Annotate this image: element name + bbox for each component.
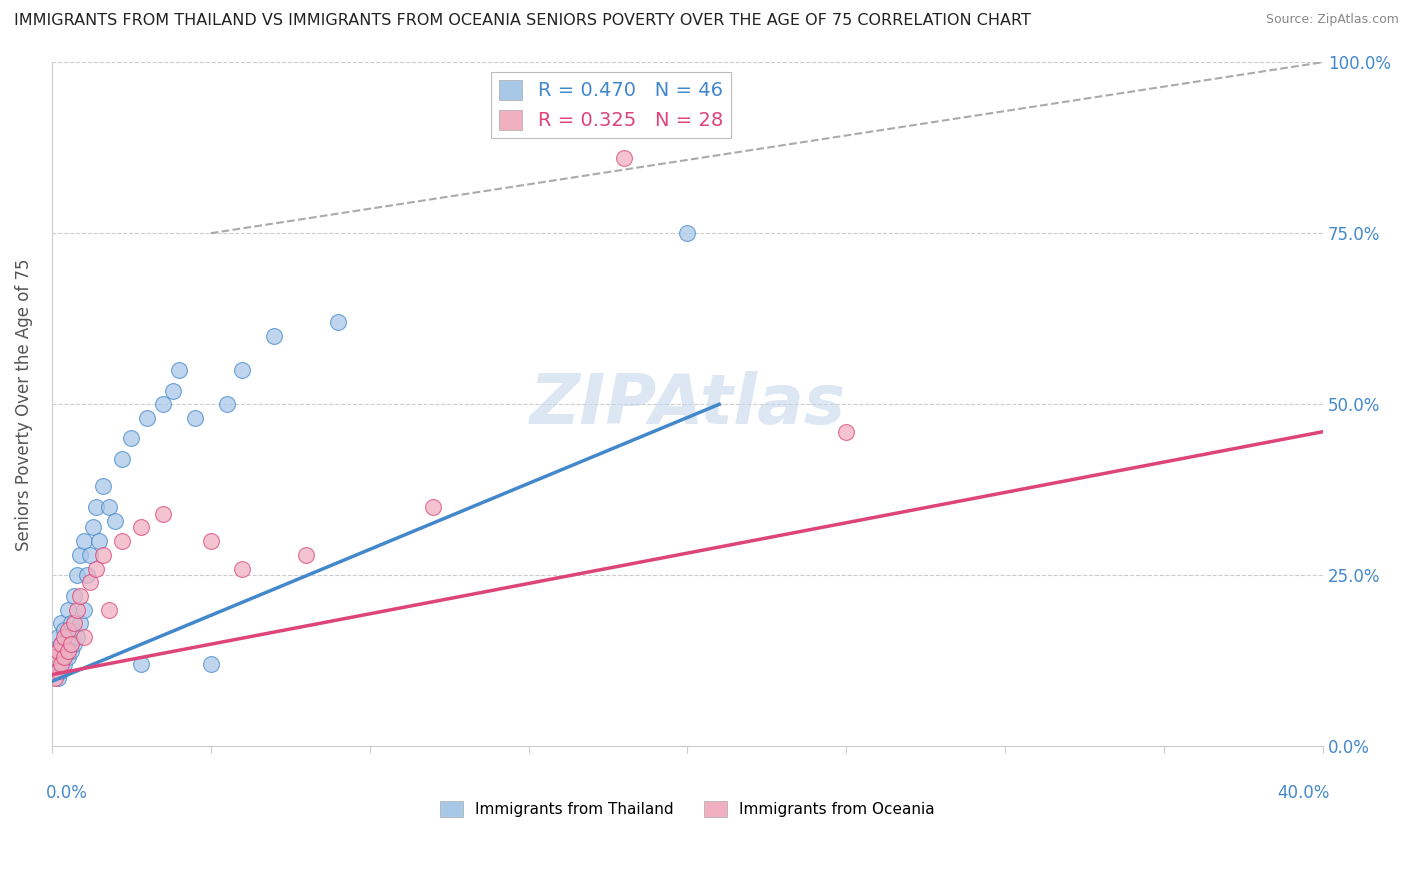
Point (51, 637, 73, 651)
Point (51, 616, 73, 631)
Point (79, 575, 101, 590)
Point (44, 643, 66, 657)
Text: IMMIGRANTS FROM THAILAND VS IMMIGRANTS FROM OCEANIA SENIORS POVERTY OVER THE AGE: IMMIGRANTS FROM THAILAND VS IMMIGRANTS F… (14, 13, 1031, 29)
Point (215, 397, 238, 411)
Point (56, 643, 79, 657)
Point (66, 568, 89, 582)
Point (97, 500, 120, 514)
Point (676, 226, 699, 240)
Point (152, 507, 174, 521)
Point (51, 657, 73, 672)
Point (66, 630, 89, 644)
Point (835, 425, 858, 439)
Point (44, 657, 66, 672)
Point (84, 561, 107, 575)
Point (200, 657, 222, 672)
Point (162, 384, 184, 398)
Point (422, 500, 444, 514)
Point (69, 589, 91, 603)
Point (200, 534, 222, 549)
Point (51, 637, 73, 651)
Point (136, 411, 159, 425)
Point (53, 650, 76, 665)
Point (167, 363, 190, 377)
Point (46, 630, 69, 644)
Point (72, 630, 94, 644)
Point (69, 616, 91, 631)
Point (53, 643, 76, 657)
Point (66, 602, 89, 616)
Point (56, 630, 79, 644)
Point (46, 643, 69, 657)
Point (129, 657, 152, 672)
Point (295, 548, 318, 562)
Point (129, 520, 152, 534)
Text: 40.0%: 40.0% (1277, 784, 1330, 802)
Point (326, 315, 349, 329)
Point (231, 561, 253, 575)
Point (46, 664, 69, 678)
Point (69, 548, 91, 562)
Point (120, 432, 142, 446)
Point (111, 452, 134, 467)
Point (51, 664, 73, 678)
Point (59, 643, 82, 657)
Point (76, 568, 98, 582)
Point (63, 616, 86, 631)
Point (56, 650, 79, 665)
Point (84, 500, 107, 514)
Point (59, 616, 82, 631)
Text: Source: ZipAtlas.com: Source: ZipAtlas.com (1265, 13, 1399, 27)
Point (263, 329, 285, 343)
Point (613, 151, 636, 165)
Y-axis label: Seniors Poverty Over the Age of 75: Seniors Poverty Over the Age of 75 (15, 258, 32, 550)
Point (72, 534, 94, 549)
Point (44, 650, 66, 665)
Point (63, 589, 86, 603)
Point (46, 650, 69, 665)
Point (152, 397, 174, 411)
Point (111, 534, 134, 549)
Point (63, 637, 86, 651)
Point (53, 623, 76, 637)
Point (56, 623, 79, 637)
Legend: Immigrants from Thailand, Immigrants from Oceania: Immigrants from Thailand, Immigrants fro… (434, 795, 941, 823)
Point (91, 479, 114, 493)
Point (72, 602, 94, 616)
Text: 0.0%: 0.0% (45, 784, 87, 802)
Point (44, 671, 66, 685)
Text: ZIPAtlas: ZIPAtlas (529, 371, 845, 438)
Point (231, 363, 253, 377)
Point (97, 602, 120, 616)
Point (91, 548, 114, 562)
Point (53, 657, 76, 672)
Point (184, 411, 207, 425)
Point (104, 514, 127, 528)
Point (56, 602, 79, 616)
Point (46, 671, 69, 685)
Point (89, 534, 111, 549)
Point (53, 630, 76, 644)
Point (82, 520, 104, 534)
Point (79, 548, 101, 562)
Point (59, 637, 82, 651)
